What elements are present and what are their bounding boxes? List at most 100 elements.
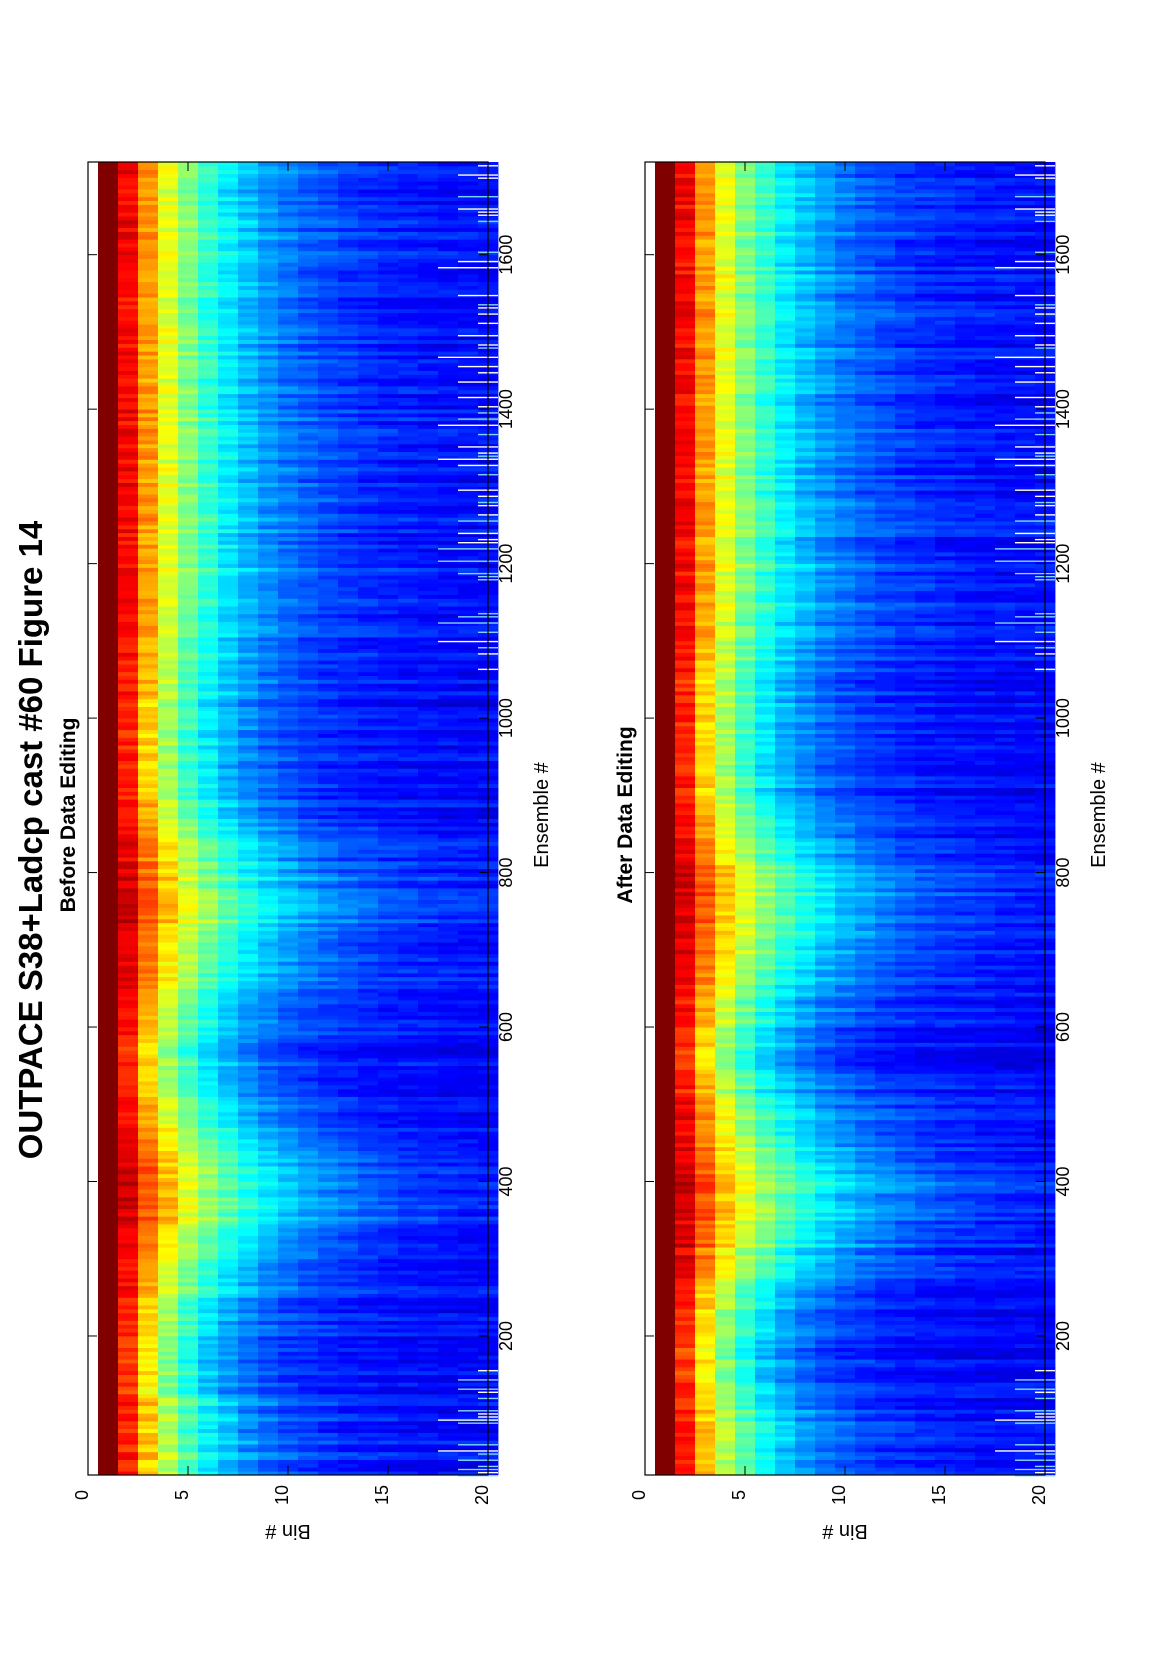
heatmap-cell xyxy=(358,1440,379,1445)
heatmap-cell xyxy=(198,830,219,835)
heatmap-cell xyxy=(298,791,319,796)
heatmap-cell xyxy=(358,949,379,955)
heatmap-cell xyxy=(338,1424,359,1430)
heatmap-cell xyxy=(118,1200,139,1206)
heatmap-cell xyxy=(318,1081,339,1086)
heatmap-cell xyxy=(158,1274,179,1279)
heatmap-cell xyxy=(178,718,199,723)
heatmap-cell xyxy=(98,1455,119,1460)
heatmap-cell xyxy=(358,826,379,831)
heatmap-cell xyxy=(238,1239,259,1244)
heatmap-cell xyxy=(178,1015,199,1020)
heatmap-cell xyxy=(378,1455,399,1460)
heatmap-cell xyxy=(278,880,299,885)
heatmap-cell xyxy=(258,1374,279,1379)
heatmap-cell xyxy=(438,660,459,665)
heatmap-cell xyxy=(218,1459,239,1464)
heatmap-cell xyxy=(298,1239,319,1244)
heatmap-cell xyxy=(238,760,259,765)
heatmap-cell xyxy=(318,1281,339,1287)
heatmap-cell xyxy=(358,1451,379,1457)
heatmap-cell xyxy=(458,648,479,653)
heatmap-cell xyxy=(238,1413,259,1418)
heatmap-cell xyxy=(278,1355,299,1360)
heatmap-cell xyxy=(118,1440,139,1445)
heatmap-cell xyxy=(418,1351,439,1356)
heatmap-cell xyxy=(438,988,459,993)
heatmap-cell xyxy=(278,748,299,754)
heatmap-cell xyxy=(318,911,339,916)
heatmap-cell xyxy=(338,1343,359,1348)
heatmap-cell xyxy=(138,1424,159,1430)
heatmap-cell xyxy=(318,818,339,823)
heatmap-cell xyxy=(298,803,319,808)
heatmap-cell xyxy=(278,1139,299,1144)
heatmap-cell xyxy=(458,1447,479,1453)
heatmap-cell xyxy=(178,1405,199,1410)
heatmap-cell xyxy=(378,1390,399,1395)
heatmap-cell xyxy=(278,841,299,846)
heatmap-cell xyxy=(378,590,399,595)
heatmap-cell xyxy=(378,845,399,850)
heatmap-cell xyxy=(458,1254,479,1260)
heatmap-cell xyxy=(458,1046,479,1051)
heatmap-cell xyxy=(338,1471,359,1476)
heatmap-cell xyxy=(338,1312,359,1318)
heatmap-cell xyxy=(438,1297,459,1302)
heatmap-cell xyxy=(238,1166,259,1171)
heatmap-cell xyxy=(298,656,319,661)
heatmap-cell xyxy=(238,1401,259,1406)
heatmap-cell xyxy=(278,1409,299,1414)
heatmap-cell xyxy=(158,552,179,557)
heatmap-cell xyxy=(198,733,219,738)
heatmap-cell xyxy=(98,1108,119,1113)
heatmap-cell xyxy=(398,1374,419,1379)
heatmap-cell xyxy=(258,1467,279,1472)
heatmap-cell xyxy=(198,710,219,715)
heatmap-cell xyxy=(258,772,279,777)
heatmap-cell xyxy=(278,1339,299,1345)
heatmap-cell xyxy=(298,640,319,646)
heatmap-cell xyxy=(158,1351,179,1356)
heatmap-cell xyxy=(458,1366,479,1372)
heatmap-cell xyxy=(358,552,379,557)
heatmap-cell xyxy=(438,791,459,796)
heatmap-cell xyxy=(178,729,199,734)
heatmap-cell xyxy=(218,691,239,696)
heatmap-cell xyxy=(118,1343,139,1348)
heatmap-cell xyxy=(358,710,379,715)
heatmap-cell xyxy=(278,980,299,985)
heatmap-cell xyxy=(178,926,199,931)
heatmap-cell xyxy=(258,1266,279,1271)
heatmap-cell xyxy=(238,594,259,599)
heatmap-cell xyxy=(358,694,379,700)
heatmap-cell xyxy=(398,779,419,785)
heatmap-cell xyxy=(358,884,379,889)
heatmap-cell xyxy=(138,509,159,514)
heatmap-cell xyxy=(178,791,199,796)
heatmap-cell xyxy=(458,1289,479,1294)
heatmap-cell xyxy=(158,969,179,974)
heatmap-cell xyxy=(138,1320,159,1325)
heatmap-cell xyxy=(298,629,319,634)
heatmap-cell xyxy=(198,1320,219,1325)
heatmap-cell xyxy=(158,1378,179,1383)
heatmap-cell xyxy=(238,1312,259,1318)
heatmap-cell xyxy=(378,1065,399,1070)
heatmap-cell xyxy=(118,1293,139,1298)
heatmap-cell xyxy=(158,833,179,839)
heatmap-cell xyxy=(358,532,379,537)
heatmap-cell xyxy=(158,1467,179,1472)
heatmap-cell xyxy=(178,1393,199,1399)
heatmap-cell xyxy=(178,1108,199,1113)
heatmap-cell xyxy=(358,922,379,928)
heatmap-cell xyxy=(338,922,359,928)
heatmap-cell xyxy=(398,899,419,904)
heatmap-cell xyxy=(198,969,219,974)
heatmap-cell xyxy=(378,594,399,599)
heatmap-cell xyxy=(138,1023,159,1028)
heatmap-cell xyxy=(338,988,359,993)
heatmap-cell xyxy=(438,575,459,580)
heatmap-cell xyxy=(218,745,239,750)
heatmap-cell xyxy=(398,845,419,850)
